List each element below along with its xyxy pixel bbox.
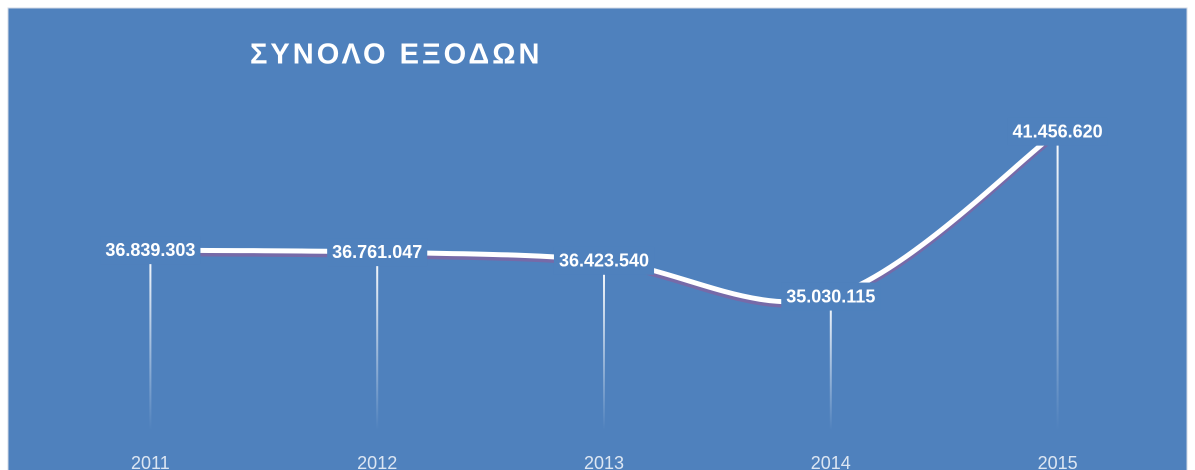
x-tick-label: 2013 xyxy=(584,453,624,470)
data-label: 36.839.303 xyxy=(105,240,195,260)
data-label: 35.030.115 xyxy=(786,286,875,306)
data-label: 36.423.540 xyxy=(559,251,649,271)
data-label-bg xyxy=(553,246,655,275)
x-tick-label: 2011 xyxy=(131,453,170,470)
x-tick-label: 2014 xyxy=(811,453,851,470)
drop-line xyxy=(829,296,832,430)
x-tick-label: 2015 xyxy=(1038,453,1078,470)
data-label-bg xyxy=(1007,117,1108,146)
chart-area xyxy=(7,7,1188,470)
chart-title: ΣΥΝΟΛΟ ΕΞΟΔΩΝ xyxy=(250,39,542,71)
data-label-bg xyxy=(781,282,881,311)
data-label-bg xyxy=(100,236,201,265)
data-label-bg xyxy=(327,238,428,267)
data-label: 41.456.620 xyxy=(1013,121,1103,141)
drop-line xyxy=(1056,131,1059,431)
x-tick-label: 2012 xyxy=(357,453,397,470)
drop-line xyxy=(376,252,379,430)
data-label: 36.761.047 xyxy=(332,242,422,262)
drop-line xyxy=(603,260,605,430)
drop-line xyxy=(149,250,152,430)
